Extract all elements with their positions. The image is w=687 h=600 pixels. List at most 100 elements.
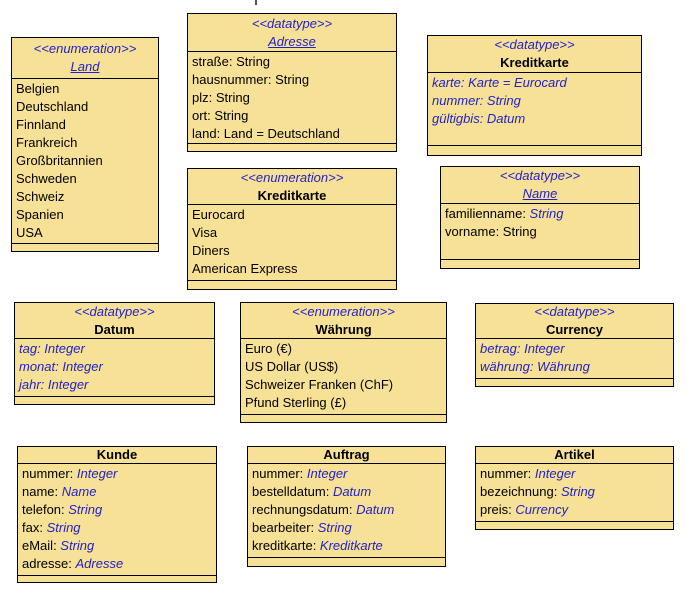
attribute-text: adresse: (22, 556, 76, 571)
stereotype-label: <<datatype>> (74, 303, 155, 319)
uml-box-kunde: Kunde nummer: Integer name: Name telefon: S… (17, 446, 217, 583)
attribute-row: hausnummer: String (192, 71, 394, 89)
attribute-row: bezeichnung: String (480, 483, 671, 501)
empty-operations-compartment (441, 260, 639, 268)
empty-operations-compartment (476, 522, 673, 529)
attribute-row: vorname: String (445, 223, 637, 241)
attribute-list: familienname: String vorname: String (441, 204, 639, 260)
enum-literal-row: Schweizer Franken (ChF) (245, 376, 444, 394)
box-name: Kreditkarte (500, 55, 569, 70)
attribute-text: hausnummer: String (192, 72, 310, 87)
box-name: Land (70, 59, 100, 74)
stereotype-label: <<enumeration>> (292, 303, 395, 319)
enum-literal-row: Visa (192, 224, 394, 242)
box-name: Datum (94, 321, 135, 337)
enum-literal-row: Eurocard (192, 206, 394, 224)
attribute-text: Diners (192, 243, 230, 258)
attribute-text: Großbritannien (16, 153, 103, 168)
type-text: String (529, 206, 564, 221)
attribute-text: familienname: (445, 206, 530, 221)
box-name: Name (522, 186, 558, 201)
attribute-text: Visa (192, 225, 218, 240)
enum-literal-row: Frankreich (16, 134, 156, 152)
box-title-compartment: <<datatype>> Datum (15, 303, 214, 339)
type-text: String (560, 484, 595, 499)
box-name: Währung (315, 321, 372, 337)
empty-operations-compartment (248, 558, 445, 566)
attribute-row: nummer: Integer (252, 465, 443, 483)
enum-literal-row: USA (16, 224, 156, 242)
attribute-row: kreditkarte: Kreditkarte (252, 537, 443, 555)
attribute-list: betrag: Integer währung: Währung (476, 339, 673, 379)
attribute-text: bezeichnung: (480, 484, 561, 499)
attribute-row: name: Name (22, 483, 214, 501)
attribute-text: eMail: (22, 538, 61, 553)
attribute-list: nummer: Integer bestelldatum: Datum rechnu… (248, 464, 445, 558)
attribute-text: Frankreich (16, 135, 78, 150)
enum-literal-row: Schweiz (16, 188, 156, 206)
box-title-compartment: <<datatype>> Kreditkarte (428, 36, 641, 73)
attribute-text: ort: String (192, 108, 249, 123)
attribute-text: nummer: (252, 466, 307, 481)
attribute-text: Deutschland (16, 99, 89, 114)
type-text: karte: Karte = Eurocard (432, 75, 567, 90)
enum-literal-row: Pfund Sterling (£) (245, 394, 444, 412)
attribute-text: Pfund Sterling (£) (245, 395, 347, 410)
enum-literal-row: Belgien (16, 80, 156, 98)
type-text: tag: Integer (19, 341, 85, 356)
attribute-text: bearbeiter: (252, 520, 318, 535)
empty-operations-compartment (12, 244, 158, 251)
type-text: Name (61, 484, 97, 499)
uml-box-kreditkarte-datatype: <<datatype>> Kreditkarte karte: Karte = Eu… (427, 35, 642, 156)
type-text: Datum (356, 502, 395, 517)
attribute-text: fax: (22, 520, 47, 535)
type-text: String (60, 538, 95, 553)
attribute-text: Schweden (16, 171, 77, 186)
attribute-row: familienname: String (445, 205, 637, 223)
type-text: Currency (515, 502, 569, 517)
enum-literal-list: Eurocard Visa Diners American Express (188, 205, 396, 281)
box-name: Artikel (554, 447, 595, 462)
attribute-text: Eurocard (192, 207, 245, 222)
empty-operations-compartment (188, 144, 396, 151)
type-text: Integer (534, 466, 576, 481)
uml-box-artikel: Artikel nummer: Integer bezeichnung: Strin… (475, 446, 674, 530)
box-title-compartment: <<datatype>> Name (441, 167, 639, 204)
uml-box-kreditkarte-enumeration: <<enumeration>> Kreditkarte Eurocard Visa Di… (187, 168, 397, 290)
attribute-text: plz: String (192, 90, 250, 105)
type-text: String (68, 502, 103, 517)
stereotype-label: <<datatype>> (494, 37, 575, 52)
box-name: Currency (545, 322, 604, 337)
box-title-compartment: <<datatype>> Currency (476, 304, 673, 339)
stray-line-artifact (255, 0, 257, 5)
box-title-compartment: Auftrag (248, 447, 445, 464)
enum-literal-list: Euro (€) US Dollar (US$) Schweizer Franken… (241, 339, 446, 415)
attribute-row: tag: Integer (19, 340, 212, 358)
stereotype-label: <<datatype>> (534, 304, 615, 319)
box-title-compartment: <<enumeration>> Währung (241, 303, 446, 339)
attribute-row: bestelldatum: Datum (252, 483, 443, 501)
attribute-text: vorname: String (445, 224, 537, 239)
attribute-text: US Dollar (US$) (245, 359, 339, 374)
type-text: währung: Währung (480, 359, 590, 374)
enum-literal-row: Euro (€) (245, 340, 444, 358)
type-text: String (46, 520, 81, 535)
attribute-row: bearbeiter: String (252, 519, 443, 537)
enum-literal-row: Großbritannien (16, 152, 156, 170)
type-text: betrag: Integer (480, 341, 565, 356)
empty-operations-compartment (476, 379, 673, 386)
attribute-row: nummer: String (432, 92, 639, 110)
box-title-compartment: Kunde (18, 447, 216, 464)
attribute-text: Finnland (16, 117, 66, 132)
empty-operations-compartment (188, 281, 396, 289)
stereotype-label: <<enumeration>> (240, 169, 344, 185)
attribute-text: bestelldatum: (252, 484, 333, 499)
enum-literal-list: Belgien Deutschland Finnland Frankreich Groß… (12, 79, 158, 244)
uml-box-datum: <<datatype>> Datum tag: Integer monat: Inte… (14, 302, 215, 405)
enum-literal-row: American Express (192, 260, 394, 278)
attribute-text: American Express (192, 261, 298, 276)
attribute-row: straße: String (192, 53, 394, 71)
box-title-compartment: <<enumeration>> Kreditkarte (188, 169, 396, 205)
attribute-list: nummer: Integer name: Name telefon: String… (18, 464, 216, 576)
